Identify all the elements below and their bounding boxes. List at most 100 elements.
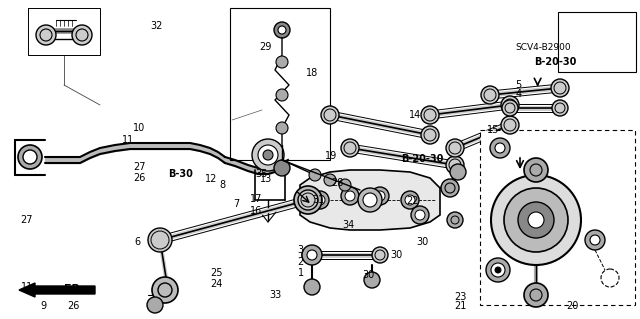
Bar bbox=[230, 8, 330, 160]
Circle shape bbox=[585, 230, 605, 250]
Text: 27: 27 bbox=[133, 162, 146, 172]
Circle shape bbox=[302, 247, 318, 263]
Circle shape bbox=[421, 106, 439, 124]
Circle shape bbox=[258, 145, 278, 165]
Circle shape bbox=[495, 267, 501, 273]
Text: 33: 33 bbox=[269, 290, 282, 300]
Circle shape bbox=[447, 212, 463, 228]
Circle shape bbox=[524, 283, 548, 307]
Text: 31: 31 bbox=[312, 195, 325, 205]
Text: 3: 3 bbox=[298, 245, 304, 256]
Text: B-30: B-30 bbox=[168, 169, 193, 179]
Text: FR.: FR. bbox=[64, 284, 84, 294]
Text: 30: 30 bbox=[362, 270, 374, 280]
Circle shape bbox=[552, 100, 568, 116]
Text: 20: 20 bbox=[566, 301, 579, 311]
Text: 27: 27 bbox=[20, 215, 33, 225]
Circle shape bbox=[421, 126, 439, 144]
FancyArrow shape bbox=[19, 283, 95, 297]
Text: 25: 25 bbox=[210, 268, 223, 278]
Circle shape bbox=[18, 145, 42, 169]
Text: 15: 15 bbox=[486, 125, 499, 135]
Circle shape bbox=[345, 191, 355, 201]
Circle shape bbox=[501, 96, 519, 114]
Circle shape bbox=[309, 169, 321, 181]
Circle shape bbox=[294, 186, 322, 214]
Circle shape bbox=[446, 139, 464, 157]
Circle shape bbox=[252, 139, 284, 171]
Circle shape bbox=[524, 158, 548, 182]
Circle shape bbox=[263, 150, 273, 160]
Circle shape bbox=[481, 86, 499, 104]
Text: 8: 8 bbox=[220, 180, 226, 190]
Circle shape bbox=[300, 192, 316, 208]
Text: 17: 17 bbox=[250, 194, 262, 204]
Circle shape bbox=[276, 89, 288, 101]
Text: 9: 9 bbox=[40, 300, 47, 311]
Bar bbox=[558, 12, 636, 72]
Text: 12: 12 bbox=[205, 174, 218, 184]
Text: 28: 28 bbox=[332, 178, 344, 189]
Text: 18: 18 bbox=[306, 68, 319, 78]
Circle shape bbox=[341, 187, 359, 205]
Circle shape bbox=[278, 26, 286, 34]
Text: 24: 24 bbox=[210, 279, 223, 289]
Text: 11: 11 bbox=[122, 135, 134, 145]
Text: 22: 22 bbox=[406, 196, 419, 206]
Circle shape bbox=[372, 247, 388, 263]
Circle shape bbox=[363, 193, 377, 207]
Circle shape bbox=[36, 25, 56, 45]
Circle shape bbox=[307, 250, 317, 260]
Polygon shape bbox=[300, 170, 440, 230]
Text: 30: 30 bbox=[416, 237, 429, 248]
Circle shape bbox=[486, 258, 510, 282]
Circle shape bbox=[491, 175, 581, 265]
Text: B-20-30: B-20-30 bbox=[401, 154, 444, 165]
Text: 21: 21 bbox=[454, 301, 467, 311]
Text: 35: 35 bbox=[255, 169, 268, 179]
Circle shape bbox=[490, 138, 510, 158]
Text: 13: 13 bbox=[259, 174, 272, 184]
Text: 1: 1 bbox=[298, 268, 304, 278]
Text: B-20-30: B-20-30 bbox=[534, 57, 577, 67]
Circle shape bbox=[304, 279, 320, 295]
Circle shape bbox=[276, 56, 288, 68]
Text: 32: 32 bbox=[150, 21, 163, 31]
Circle shape bbox=[23, 150, 37, 164]
Circle shape bbox=[446, 156, 464, 174]
Circle shape bbox=[324, 174, 336, 186]
Circle shape bbox=[358, 188, 382, 212]
Circle shape bbox=[371, 187, 389, 205]
Text: 16: 16 bbox=[250, 205, 262, 216]
Circle shape bbox=[415, 210, 425, 220]
Circle shape bbox=[590, 235, 600, 245]
Circle shape bbox=[339, 179, 351, 191]
Circle shape bbox=[411, 206, 429, 224]
Circle shape bbox=[502, 100, 518, 116]
Text: 5: 5 bbox=[515, 79, 522, 90]
Circle shape bbox=[315, 195, 325, 205]
Text: SCV4-B2900: SCV4-B2900 bbox=[515, 43, 570, 52]
Circle shape bbox=[72, 25, 92, 45]
Circle shape bbox=[564, 34, 580, 50]
Circle shape bbox=[148, 228, 172, 252]
Circle shape bbox=[147, 297, 163, 313]
Text: 30: 30 bbox=[390, 250, 403, 260]
Circle shape bbox=[364, 272, 380, 288]
Text: 14: 14 bbox=[408, 110, 421, 121]
Circle shape bbox=[375, 191, 385, 201]
Circle shape bbox=[617, 34, 633, 50]
Text: 2: 2 bbox=[298, 256, 304, 267]
Text: 4: 4 bbox=[515, 89, 522, 99]
Circle shape bbox=[491, 263, 505, 277]
Text: 10: 10 bbox=[133, 122, 146, 133]
Text: 7: 7 bbox=[234, 199, 240, 209]
Circle shape bbox=[274, 160, 290, 176]
Circle shape bbox=[276, 122, 288, 134]
Text: 23: 23 bbox=[454, 292, 467, 302]
Circle shape bbox=[405, 195, 415, 205]
Text: 11: 11 bbox=[20, 282, 33, 292]
Circle shape bbox=[495, 143, 505, 153]
Circle shape bbox=[501, 116, 519, 134]
Circle shape bbox=[504, 188, 568, 252]
